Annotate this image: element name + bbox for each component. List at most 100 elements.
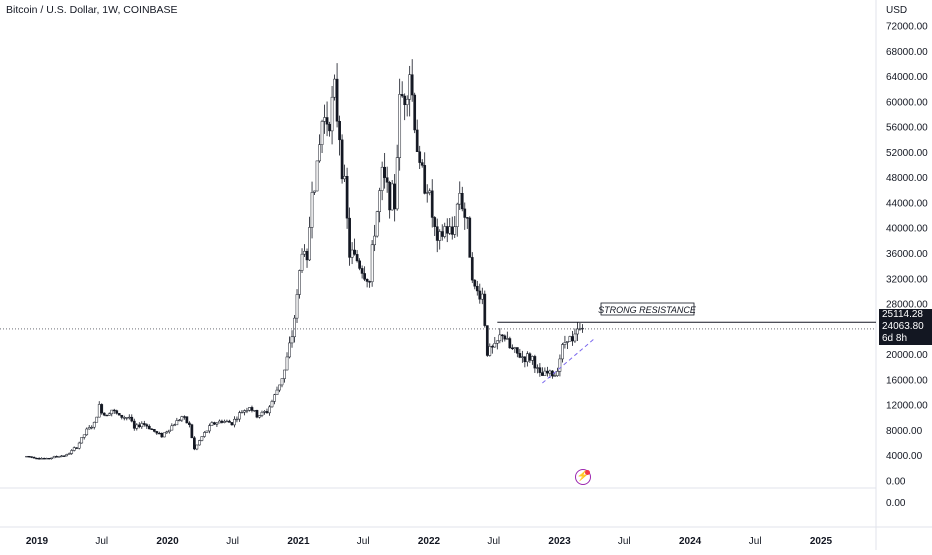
candle xyxy=(95,416,99,423)
price-tick-label: 44000.00 xyxy=(886,198,928,209)
candle xyxy=(100,403,104,415)
candle xyxy=(428,188,432,196)
candle xyxy=(563,335,567,349)
price-tick-label: 40000.00 xyxy=(886,224,928,235)
candle xyxy=(265,408,269,414)
candle xyxy=(413,92,417,134)
candle xyxy=(505,331,509,340)
candle xyxy=(521,350,524,363)
candle xyxy=(35,457,38,460)
candle xyxy=(298,269,301,299)
time-tick-label: 2024 xyxy=(679,536,702,547)
candle xyxy=(400,81,404,98)
candle xyxy=(305,248,309,268)
candle xyxy=(523,356,527,368)
candle xyxy=(415,119,419,152)
candle xyxy=(465,217,469,229)
candle xyxy=(117,413,121,416)
candle xyxy=(368,280,371,288)
candle xyxy=(180,415,184,422)
candle xyxy=(45,457,49,460)
candle xyxy=(52,455,56,459)
candle xyxy=(370,240,374,287)
price-tick-label: 68000.00 xyxy=(886,47,928,58)
candle xyxy=(300,248,304,274)
sub-pane-tick: 0.00 xyxy=(886,498,906,509)
candle xyxy=(60,454,64,458)
candle xyxy=(253,409,256,412)
candle xyxy=(573,328,577,343)
candle xyxy=(405,95,409,117)
candle xyxy=(490,344,494,354)
current-price-badge: 24063.80 xyxy=(879,321,932,333)
candle xyxy=(25,455,28,458)
candle xyxy=(470,252,474,284)
time-tick-label: 2022 xyxy=(418,536,441,547)
candle xyxy=(546,366,549,377)
candle xyxy=(310,181,314,239)
candle xyxy=(152,429,156,433)
candle xyxy=(80,437,84,444)
time-tick-label: 2020 xyxy=(156,536,179,547)
candle xyxy=(55,455,59,458)
candle xyxy=(258,415,261,419)
time-tick-label: 2023 xyxy=(548,536,571,547)
candle xyxy=(70,449,74,455)
candle xyxy=(536,364,539,374)
price-tick-label: 28000.00 xyxy=(886,300,928,311)
candle xyxy=(183,415,186,420)
candle xyxy=(42,457,46,460)
candle xyxy=(358,258,361,271)
candle xyxy=(328,121,331,137)
candle xyxy=(107,412,111,416)
candle xyxy=(82,434,86,440)
candle xyxy=(285,352,289,371)
candle xyxy=(335,63,339,128)
candle xyxy=(270,399,274,408)
candle xyxy=(185,416,189,424)
price-tick-label: 32000.00 xyxy=(886,274,928,285)
candle xyxy=(203,431,206,438)
candle xyxy=(295,289,299,323)
candle xyxy=(190,423,194,439)
candle xyxy=(135,423,139,431)
candle xyxy=(566,341,569,349)
candle xyxy=(75,447,79,449)
candle xyxy=(147,424,151,430)
candle xyxy=(308,216,311,261)
price-tick-label: 16000.00 xyxy=(886,375,928,386)
candle xyxy=(403,93,407,121)
price-axis[interactable]: 72000.00 68000.00 64000.00 60000.00 56000.00… xyxy=(886,22,928,488)
candle xyxy=(576,321,579,342)
candle xyxy=(543,367,547,377)
candle xyxy=(105,414,109,417)
candle xyxy=(556,367,559,377)
price-tick-label: 48000.00 xyxy=(886,173,928,184)
candle xyxy=(533,354,537,373)
candle xyxy=(528,352,532,363)
candle xyxy=(130,414,134,423)
candle xyxy=(273,393,276,405)
candle xyxy=(115,409,119,415)
candle xyxy=(440,224,444,241)
candle xyxy=(255,409,259,419)
time-axis[interactable]: 2019 Jul 2020 Jul 2021 Jul 2022 Jul 2023 Jul 2024 J… xyxy=(26,536,833,547)
candle xyxy=(378,187,381,223)
candle xyxy=(62,455,66,457)
candle xyxy=(165,430,169,435)
candle xyxy=(435,218,439,253)
candle xyxy=(275,386,279,396)
candle xyxy=(320,119,324,153)
candle xyxy=(72,446,76,452)
candle xyxy=(233,416,236,428)
candle xyxy=(460,186,464,212)
support-trendline[interactable] xyxy=(542,337,596,384)
candle xyxy=(188,421,191,428)
candle xyxy=(213,421,216,425)
candle xyxy=(330,86,334,145)
candle xyxy=(205,430,209,433)
candle xyxy=(27,455,31,458)
time-tick-label: 2025 xyxy=(810,536,833,547)
